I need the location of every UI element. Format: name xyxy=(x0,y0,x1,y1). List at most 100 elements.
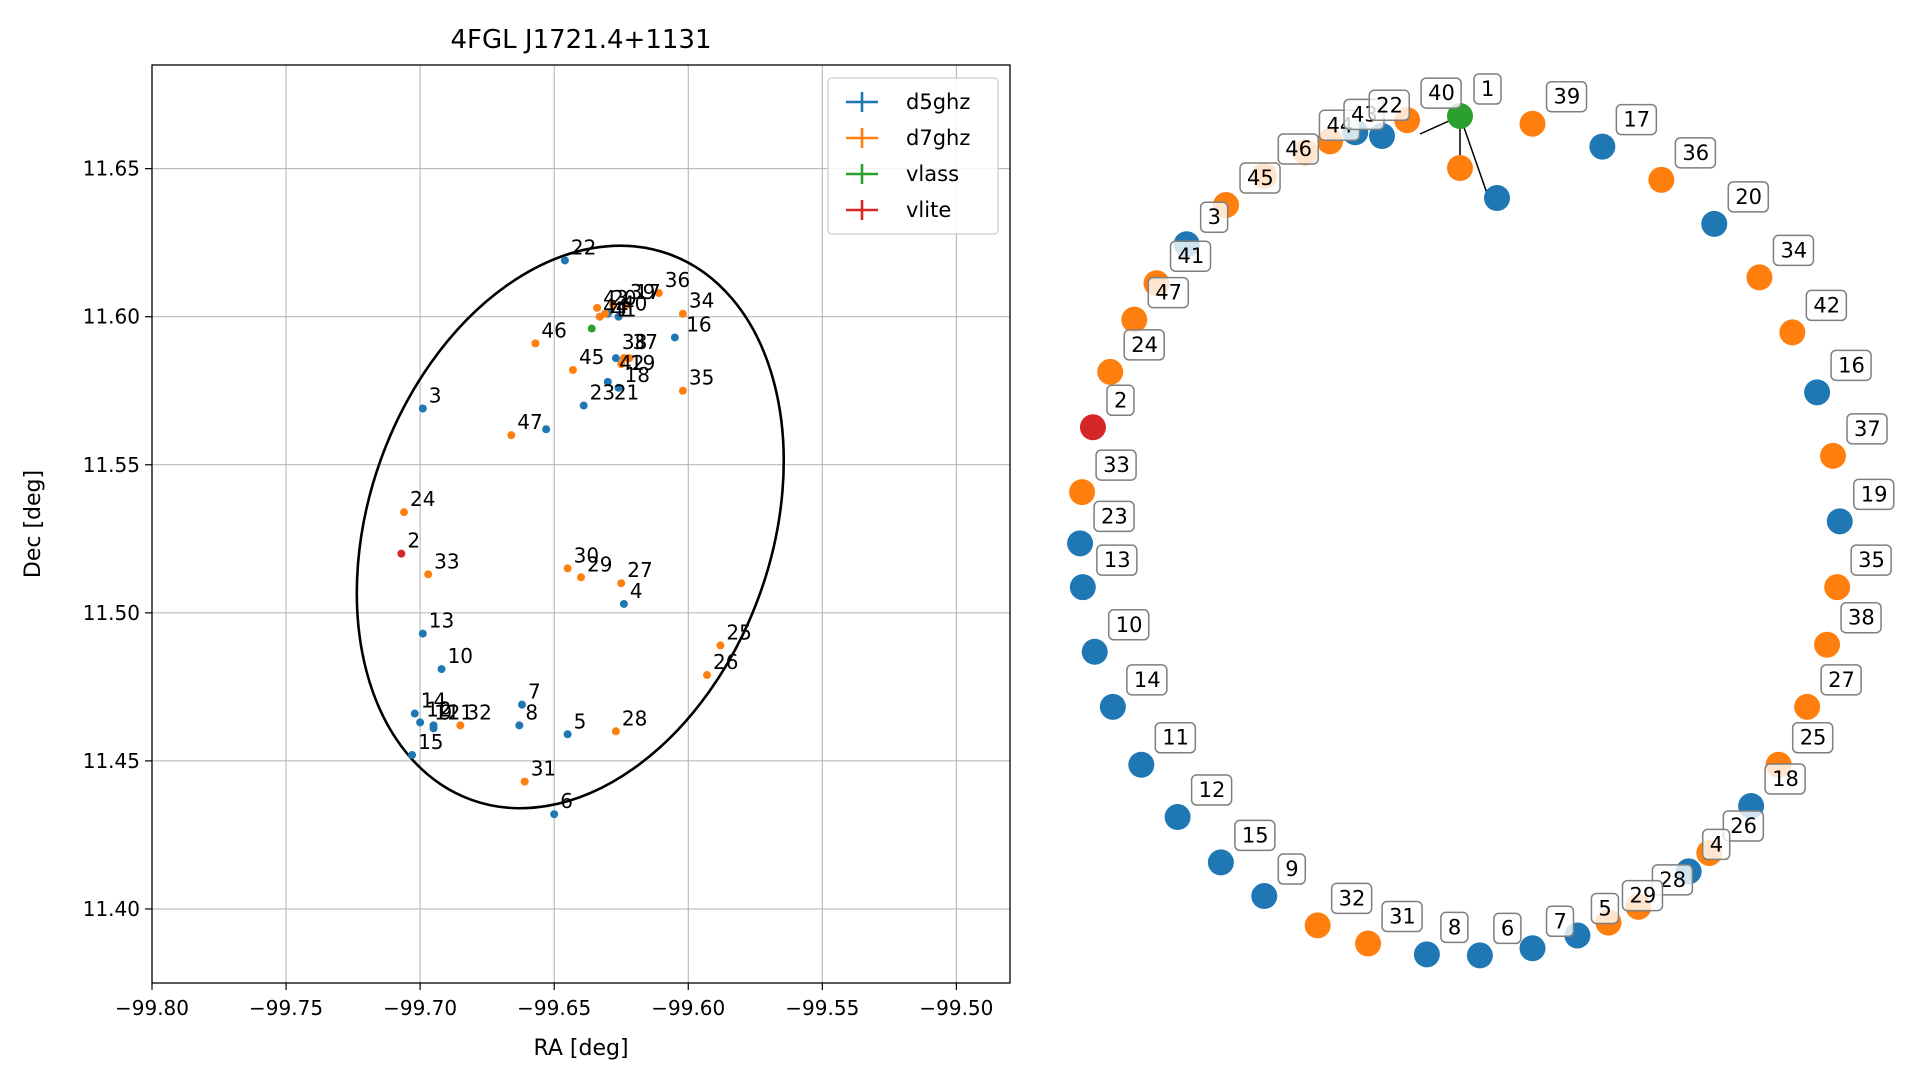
data-point-d5ghz xyxy=(670,333,679,342)
data-point-d7ghz xyxy=(678,309,687,318)
point-label: 28 xyxy=(622,706,647,730)
ring-label-box xyxy=(1126,664,1168,696)
data-point-vlite xyxy=(397,549,406,558)
ring-label: 13 xyxy=(1104,548,1131,572)
ring-label: 18 xyxy=(1772,767,1799,791)
ring-label-box xyxy=(1093,500,1135,533)
legend-box xyxy=(827,77,999,235)
ring-label-box xyxy=(1791,721,1834,754)
ring-label: 31 xyxy=(1389,905,1416,929)
label-ring-plot: 40 1 3917362034421637193538272518264282957… xyxy=(1067,73,1895,969)
point-label: 29 xyxy=(587,552,612,576)
point-label: 31 xyxy=(531,757,556,781)
ring-label-box xyxy=(1674,137,1717,169)
ring-label: 14 xyxy=(1134,668,1161,692)
ring-label-box xyxy=(1095,449,1137,481)
ring-label-box xyxy=(1381,900,1423,933)
ring-marker xyxy=(1207,849,1234,876)
x-axis-label: RA [deg] xyxy=(533,1036,628,1061)
ring-label-box xyxy=(1820,664,1862,696)
plot-frame xyxy=(151,64,1011,984)
y-axis-ticks: 11.40 11.45 11.50 11.55 11.60 11.65 xyxy=(83,157,152,921)
point-label: 39 xyxy=(630,280,655,304)
ring-marker xyxy=(1355,930,1382,957)
data-point-d7ghz xyxy=(400,508,409,517)
ring-marker xyxy=(1794,693,1821,720)
ring-label: 35 xyxy=(1858,548,1885,572)
ring-marker xyxy=(1804,379,1831,406)
point-label: 10 xyxy=(448,644,473,668)
ring-marker xyxy=(1814,631,1841,658)
ring-marker xyxy=(1519,110,1546,137)
point-label: 8 xyxy=(525,700,538,724)
ring-marker xyxy=(1304,912,1331,939)
legend-label-vlite: vlite xyxy=(906,198,951,222)
data-point-d5ghz xyxy=(437,665,446,674)
ring-label: 17 xyxy=(1623,108,1650,132)
point-label: 6 xyxy=(560,789,573,813)
ring-marker xyxy=(1128,751,1155,778)
ring-label-box xyxy=(1234,819,1276,852)
data-point-d5ghz xyxy=(603,377,612,386)
ring-marker xyxy=(1079,414,1106,441)
x-tick-label: −99.55 xyxy=(785,996,859,1020)
ring-label-box xyxy=(1096,544,1138,576)
point-label: 20 xyxy=(611,286,636,310)
data-point-d7ghz xyxy=(593,303,602,312)
ring-label-box xyxy=(1147,276,1190,309)
ring-marker xyxy=(1067,530,1094,557)
point-label: 24 xyxy=(410,487,435,511)
ring-label: 15 xyxy=(1242,823,1269,847)
ring-label-box xyxy=(1169,240,1212,272)
ring-label-box xyxy=(1368,89,1411,122)
ring-label: 36 xyxy=(1682,141,1709,165)
data-point-d7ghz xyxy=(507,431,516,440)
ring-label-box xyxy=(1123,329,1165,361)
ring-label: 38 xyxy=(1848,606,1875,630)
ring-marker xyxy=(1097,358,1124,385)
ring-marker xyxy=(1164,804,1191,831)
ring-label-box xyxy=(1493,912,1522,945)
ring-label: 10 xyxy=(1116,613,1143,637)
ring-marker xyxy=(1589,133,1616,160)
y-tick-label: 11.50 xyxy=(83,601,140,625)
ring-label-box xyxy=(1239,162,1281,194)
data-point-d5ghz xyxy=(515,721,524,730)
data-point-vlass xyxy=(587,324,596,333)
data-point-d7ghz xyxy=(654,289,663,298)
point-label: 45 xyxy=(579,345,604,369)
point-label: 38 xyxy=(622,330,647,354)
point-label: 21 xyxy=(614,381,639,405)
data-point-d5ghz xyxy=(614,383,623,392)
x-tick-label: −99.70 xyxy=(383,996,457,1020)
data-point-d7ghz xyxy=(622,300,631,309)
data-point-d7ghz xyxy=(577,573,585,582)
data-point-d7ghz xyxy=(609,300,618,309)
connector-line xyxy=(1459,115,1491,203)
data-point-d7ghz xyxy=(716,641,725,650)
ring-marker xyxy=(1701,210,1728,237)
ring-label: 37 xyxy=(1854,417,1881,441)
ring-label: 26 xyxy=(1730,814,1757,838)
point-label: 9 xyxy=(440,700,453,724)
point-label: 47 xyxy=(517,410,542,434)
point-label: 19 xyxy=(630,351,655,375)
ring-marker xyxy=(1099,693,1126,720)
y-axis-label: Dec [deg] xyxy=(21,470,46,578)
data-point-d7ghz xyxy=(424,570,433,579)
ring-marker xyxy=(1484,185,1510,211)
data-point-d5ghz xyxy=(560,256,569,265)
ring-label: 16 xyxy=(1838,353,1865,377)
ring-label: 25 xyxy=(1800,726,1827,750)
data-point-d5ghz xyxy=(408,750,417,759)
data-point-d5ghz xyxy=(579,401,588,410)
ring-label: 27 xyxy=(1828,668,1855,692)
ring-label: 3 xyxy=(1208,205,1221,229)
ring-label: 39 xyxy=(1554,85,1581,109)
point-label: 12 xyxy=(426,697,451,721)
point-label: 13 xyxy=(429,609,454,633)
point-label: 33 xyxy=(434,549,459,573)
data-point-d5ghz xyxy=(563,730,572,739)
